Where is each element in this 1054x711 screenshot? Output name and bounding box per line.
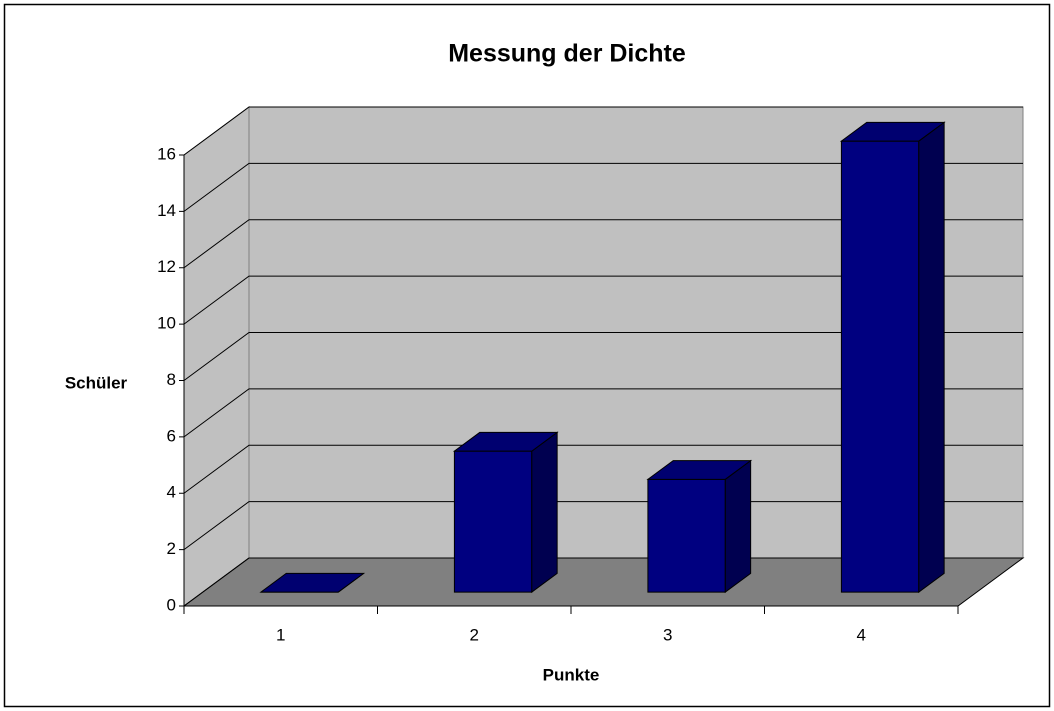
bar <box>646 459 753 594</box>
bar <box>452 431 559 594</box>
grid-line <box>183 162 1023 212</box>
bar-front <box>453 450 533 593</box>
bar-side <box>724 459 752 594</box>
bar-front <box>840 140 920 593</box>
y-tick-label: 2 <box>167 539 176 558</box>
bar-side <box>918 121 945 594</box>
y-tick-label: 0 <box>167 595 176 614</box>
chart-title: Messung der Dichte <box>448 40 686 68</box>
y-tick-label: 14 <box>157 201 176 220</box>
bar <box>259 572 366 593</box>
grid-line <box>183 388 1023 438</box>
bar-side <box>531 431 558 594</box>
x-tick-label: 2 <box>470 625 479 644</box>
grid-line <box>183 332 1023 381</box>
y-tick-label: 6 <box>167 426 176 445</box>
x-tick-label: 1 <box>276 625 285 644</box>
grid-line <box>183 106 1023 156</box>
bar-top <box>259 572 366 593</box>
grid-line <box>183 557 1023 607</box>
bar <box>839 121 946 594</box>
grid-line <box>183 219 1023 269</box>
x-tick-label: 4 <box>857 625 866 644</box>
bar-front <box>647 478 726 593</box>
grid-line <box>183 275 1023 325</box>
y-tick-label: 10 <box>157 314 176 333</box>
bar-top <box>839 121 946 142</box>
x-tick-label: 3 <box>663 625 672 644</box>
bar-top <box>646 460 753 480</box>
y-axis-label: Schüler <box>65 373 128 392</box>
grid-line <box>183 501 1023 551</box>
bar-top <box>452 431 559 452</box>
y-tick-label: 4 <box>167 483 176 502</box>
grid-line <box>183 444 1023 494</box>
y-tick-label: 12 <box>157 257 176 276</box>
y-tick-label: 8 <box>167 370 176 389</box>
y-tick-label: 16 <box>157 144 176 163</box>
x-axis-label: Punkte <box>543 665 600 684</box>
